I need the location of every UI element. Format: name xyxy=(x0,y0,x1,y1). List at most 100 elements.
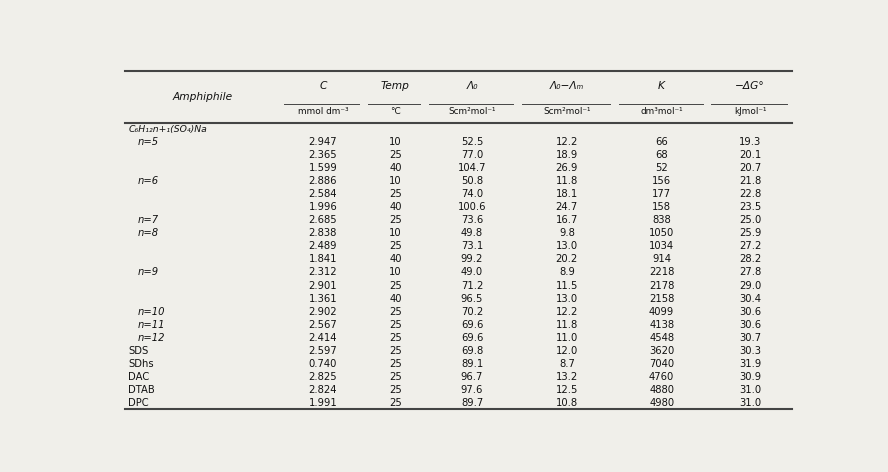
Text: 2.685: 2.685 xyxy=(308,215,337,226)
Text: 2.902: 2.902 xyxy=(308,306,337,317)
Text: 25: 25 xyxy=(389,242,401,252)
Text: 25: 25 xyxy=(389,371,401,382)
Text: 25: 25 xyxy=(389,189,401,199)
Text: 40: 40 xyxy=(389,294,401,303)
Text: 9.8: 9.8 xyxy=(559,228,575,238)
Text: 11.8: 11.8 xyxy=(556,177,578,186)
Text: 25: 25 xyxy=(389,333,401,343)
Text: 10: 10 xyxy=(389,268,401,278)
Text: 1.599: 1.599 xyxy=(308,163,337,173)
Text: 2178: 2178 xyxy=(649,280,674,290)
Text: mmol dm⁻³: mmol dm⁻³ xyxy=(297,108,348,117)
Text: 25: 25 xyxy=(389,215,401,226)
Text: 89.7: 89.7 xyxy=(461,398,483,408)
Text: 156: 156 xyxy=(652,177,671,186)
Text: 4880: 4880 xyxy=(649,385,674,395)
Text: 27.2: 27.2 xyxy=(739,242,761,252)
Text: 25: 25 xyxy=(389,306,401,317)
Text: 74.0: 74.0 xyxy=(461,189,483,199)
Text: 25: 25 xyxy=(389,385,401,395)
Text: 21.8: 21.8 xyxy=(739,177,761,186)
Text: 4980: 4980 xyxy=(649,398,674,408)
Text: n=11: n=11 xyxy=(137,320,164,329)
Text: 2.825: 2.825 xyxy=(308,371,337,382)
Text: 50.8: 50.8 xyxy=(461,177,483,186)
Text: 40: 40 xyxy=(389,163,401,173)
Text: 1034: 1034 xyxy=(649,242,674,252)
Text: 25.9: 25.9 xyxy=(739,228,761,238)
Text: 70.2: 70.2 xyxy=(461,306,483,317)
Text: n=12: n=12 xyxy=(137,333,164,343)
Text: 2.567: 2.567 xyxy=(308,320,337,329)
Text: 71.2: 71.2 xyxy=(461,280,483,290)
Text: 7040: 7040 xyxy=(649,359,674,369)
Text: 12.2: 12.2 xyxy=(556,306,578,317)
Text: 4760: 4760 xyxy=(649,371,674,382)
Text: 12.2: 12.2 xyxy=(556,137,578,147)
Text: 30.9: 30.9 xyxy=(739,371,761,382)
Text: 49.8: 49.8 xyxy=(461,228,483,238)
Text: 1050: 1050 xyxy=(649,228,674,238)
Text: 0.740: 0.740 xyxy=(309,359,337,369)
Text: 1.996: 1.996 xyxy=(308,202,337,212)
Text: 68: 68 xyxy=(655,150,668,160)
Text: K: K xyxy=(658,81,665,91)
Text: 1.841: 1.841 xyxy=(309,254,337,264)
Text: 29.0: 29.0 xyxy=(739,280,761,290)
Text: 40: 40 xyxy=(389,202,401,212)
Text: 2.312: 2.312 xyxy=(308,268,337,278)
Text: 16.7: 16.7 xyxy=(556,215,578,226)
Text: 20.7: 20.7 xyxy=(739,163,761,173)
Text: 99.2: 99.2 xyxy=(461,254,483,264)
Text: 12.0: 12.0 xyxy=(556,346,578,355)
Text: 2.824: 2.824 xyxy=(309,385,337,395)
Text: 11.5: 11.5 xyxy=(556,280,578,290)
Text: 69.6: 69.6 xyxy=(461,320,483,329)
Text: 49.0: 49.0 xyxy=(461,268,483,278)
Text: 30.3: 30.3 xyxy=(739,346,761,355)
Text: Scm²mol⁻¹: Scm²mol⁻¹ xyxy=(448,108,496,117)
Text: 10: 10 xyxy=(389,137,401,147)
Text: n=8: n=8 xyxy=(137,228,158,238)
Text: 2.886: 2.886 xyxy=(309,177,337,186)
Text: 10: 10 xyxy=(389,177,401,186)
Text: 1.991: 1.991 xyxy=(308,398,337,408)
Text: C: C xyxy=(319,81,327,91)
Text: 24.7: 24.7 xyxy=(556,202,578,212)
Text: 22.8: 22.8 xyxy=(739,189,761,199)
Text: 2.584: 2.584 xyxy=(309,189,337,199)
Text: −ΔG°: −ΔG° xyxy=(735,81,765,91)
Text: °C: °C xyxy=(390,108,400,117)
Text: 12.5: 12.5 xyxy=(556,385,578,395)
Text: 73.1: 73.1 xyxy=(461,242,483,252)
Text: n=9: n=9 xyxy=(137,268,158,278)
Text: SDS: SDS xyxy=(128,346,148,355)
Text: 4138: 4138 xyxy=(649,320,674,329)
Text: Temp: Temp xyxy=(381,81,409,91)
Text: n=5: n=5 xyxy=(137,137,158,147)
Text: 73.6: 73.6 xyxy=(461,215,483,226)
Text: 2.489: 2.489 xyxy=(309,242,337,252)
Text: 77.0: 77.0 xyxy=(461,150,483,160)
Text: 2158: 2158 xyxy=(649,294,674,303)
Text: 2.365: 2.365 xyxy=(308,150,337,160)
Text: n=10: n=10 xyxy=(137,306,164,317)
Text: dm³mol⁻¹: dm³mol⁻¹ xyxy=(640,108,683,117)
Text: 30.6: 30.6 xyxy=(739,306,761,317)
Text: Scm²mol⁻¹: Scm²mol⁻¹ xyxy=(543,108,591,117)
Text: 8.7: 8.7 xyxy=(559,359,575,369)
Text: 2.414: 2.414 xyxy=(309,333,337,343)
Text: 25: 25 xyxy=(389,320,401,329)
Text: 30.6: 30.6 xyxy=(739,320,761,329)
Text: 25: 25 xyxy=(389,346,401,355)
Text: 89.1: 89.1 xyxy=(461,359,483,369)
Text: 3620: 3620 xyxy=(649,346,674,355)
Text: 25.0: 25.0 xyxy=(739,215,761,226)
Text: 25: 25 xyxy=(389,150,401,160)
Text: Amphiphile: Amphiphile xyxy=(172,92,233,102)
Text: 2.947: 2.947 xyxy=(308,137,337,147)
Text: 97.6: 97.6 xyxy=(461,385,483,395)
Text: 104.7: 104.7 xyxy=(458,163,487,173)
Text: 69.8: 69.8 xyxy=(461,346,483,355)
Text: 1.361: 1.361 xyxy=(308,294,337,303)
